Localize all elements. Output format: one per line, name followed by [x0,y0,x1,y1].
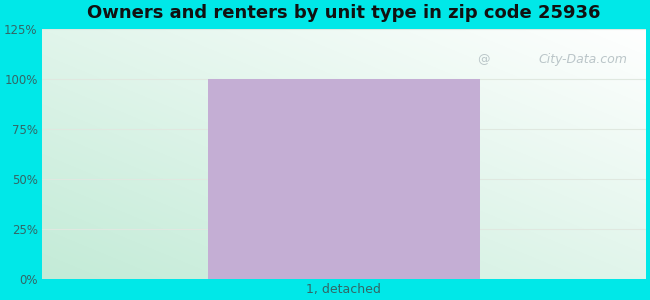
Text: City-Data.com: City-Data.com [539,53,628,66]
Bar [208,79,480,279]
Text: @: @ [476,53,489,66]
Title: Owners and renters by unit type in zip code 25936: Owners and renters by unit type in zip c… [87,4,601,22]
